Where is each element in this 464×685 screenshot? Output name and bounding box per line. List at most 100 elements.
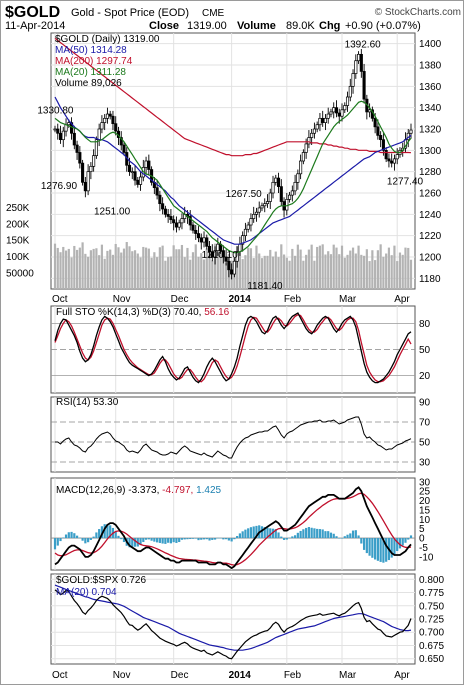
macd-axis-label: 15 [419,505,431,516]
exchange: CME [202,8,225,19]
candle-body [337,112,341,117]
macd-histogram-bar [131,538,134,547]
volume-bar [305,254,308,289]
volume-bar [274,251,277,289]
macd-histogram-bar [191,538,195,539]
macd-histogram-bar [70,531,73,539]
macd-axis-label: 5 [419,524,425,535]
macd-histogram-bar [194,538,197,539]
volume-bar [296,244,299,289]
volume-bar [376,250,379,289]
candle-body [97,128,101,141]
volume-axis-label: 100K [6,252,30,263]
macd-histogram-bar [139,538,142,545]
volume-label: Volume [237,20,276,32]
candle-body [384,149,388,160]
volume-bar [53,243,57,289]
volume-bar [310,244,313,289]
candle-body [75,144,79,153]
volume-bar [335,247,338,289]
macd-histogram-bar [128,538,131,548]
volume-bar [385,253,388,289]
macd-histogram-bar [208,538,211,541]
macd-histogram-bar [396,538,399,552]
volume-bar [128,246,131,289]
macd-histogram-bar [338,538,341,539]
legend-macd-value: -3.373, [128,485,159,496]
macd-histogram-bar [213,538,217,540]
ratio-axis-label: 0.775 [419,588,444,599]
macd-histogram-bar [241,531,244,539]
macd-histogram-bar [236,536,239,539]
candle-body [163,208,167,215]
candle-body [296,173,300,183]
chg-value: +0.90 (+0.07%) [345,20,421,32]
candle-body [81,162,85,183]
candle-body [323,117,327,123]
macd-histogram-bar [247,528,250,539]
volume-bar [302,260,305,289]
candle-body [177,222,181,228]
candle-body [227,260,231,271]
candle-body [351,73,355,87]
macd-histogram-bar [67,532,70,539]
volume-bar [398,252,402,289]
price-axis-label: 1260 [419,189,442,200]
volume-bar [59,252,62,289]
x-axis-label-bottom: Dec [171,670,189,681]
macd-histogram-bar [84,538,87,544]
macd-histogram-bar [183,538,186,540]
macd-histogram-bar [282,538,286,540]
macd-histogram-bar [288,537,291,539]
candle-body [243,228,247,237]
volume-bar [409,259,413,289]
volume-bar [321,244,324,289]
candle-body [332,107,336,113]
x-axis-label: Nov [113,294,131,305]
volume-bar [338,254,341,289]
candle-body [210,251,214,258]
volume-bar [407,247,410,289]
volume-bar [382,256,385,289]
volume-bar [396,261,399,289]
candle-body [260,205,264,209]
price-axis-label: 1340 [419,103,442,114]
candle-body [213,250,217,258]
volume-bar [255,245,258,289]
chart-marks: 1180 1200 1220 1240 1260 1280 1300 1320 1340 1360… [6,33,444,681]
candle-body [144,160,148,168]
volume-bar [200,253,203,289]
volume-bar [387,247,391,289]
macd-histogram-bar [305,527,308,539]
macd-histogram-bar [64,534,68,539]
volume-value: 89.0K [286,20,315,32]
macd-histogram-bar [153,538,156,542]
candle-body [241,235,245,245]
macd-axis-label: 30 [419,477,431,488]
volume-bar [349,250,352,289]
ratio-axis-label: 0.750 [419,601,444,612]
price-axis-label: 1280 [419,167,442,178]
legend-macd-signal: -4.797, [162,485,193,496]
description: Gold - Spot Price (EOD) [71,7,189,19]
volume-bar [307,249,310,289]
macd-axis-label: -10 [419,552,434,563]
ratio-ma-line [54,584,412,651]
macd-histogram-bar [172,538,175,543]
volume-bar [73,245,76,289]
macd-histogram-bar [343,536,346,539]
macd-histogram-bar [219,537,222,539]
volume-bar [282,254,286,289]
macd-histogram-bar [368,538,371,556]
macd-histogram-bar [307,527,310,539]
macd-histogram-bar [109,525,112,539]
volume-bar [371,250,374,289]
macd-histogram-bar [169,538,173,544]
macd-histogram-bar [393,538,396,555]
volume-bar [100,244,104,289]
macd-histogram-bar [340,538,344,539]
macd-histogram-bar [158,538,161,543]
volume-bar [247,247,250,289]
candle-body [174,222,178,228]
volume-bar [313,260,316,289]
